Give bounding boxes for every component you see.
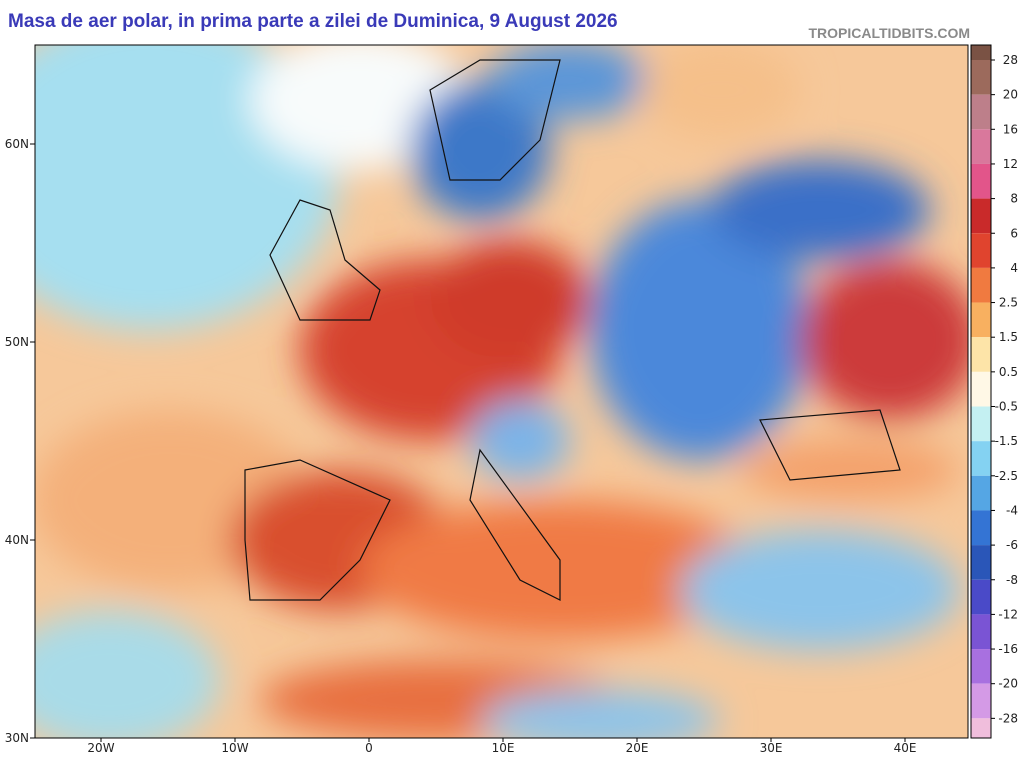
latitude-label: 50N <box>5 335 29 349</box>
colorbar-label: -0.5 <box>995 400 1018 414</box>
colorbar-label: -12 <box>998 607 1018 621</box>
colorbar-label: -4 <box>1006 503 1018 517</box>
colorbar-segment <box>971 579 991 615</box>
colorbar-segment <box>971 614 991 650</box>
colorbar-label: 12 <box>1003 157 1018 171</box>
longitude-label: 20E <box>626 741 649 755</box>
colorbar-label: -16 <box>998 642 1018 656</box>
colorbar-segment <box>971 45 991 60</box>
colorbar-segment <box>971 302 991 338</box>
colorbar-segment <box>971 545 991 580</box>
map <box>35 45 968 738</box>
colorbar-label: -28 <box>998 711 1018 725</box>
colorbar-label: 8 <box>1010 192 1018 206</box>
latitude-label: 40N <box>5 533 29 547</box>
colorbar: 28 20 16 12 8 6 4 2.5 1.5 0.5 -0.5 -1.5 -2.5 -4 -6 -8 -1… <box>970 44 1018 739</box>
colorbar-segment <box>971 198 991 234</box>
colorbar-label: -20 <box>998 677 1018 691</box>
temperature-field <box>35 45 968 738</box>
colorbar-segment <box>971 406 991 442</box>
colorbar-label: 28 <box>1003 53 1018 67</box>
colorbar-segment <box>971 649 991 684</box>
colorbar-label: 0.5 <box>999 365 1018 379</box>
colorbar-segment <box>971 60 991 95</box>
colorbar-segment <box>971 683 991 719</box>
latitude-label: 30N <box>5 731 29 745</box>
map-frame <box>34 44 969 739</box>
longitude-label: 30E <box>760 741 783 755</box>
colorbar-segment <box>971 510 991 546</box>
colorbar-frame <box>970 44 992 739</box>
colorbar-label: -8 <box>1006 573 1018 587</box>
colorbar-label: 20 <box>1003 88 1018 102</box>
longitude-label: 10W <box>221 741 248 755</box>
colorbar-segment <box>971 267 991 303</box>
longitude-label: 0 <box>365 741 373 755</box>
colorbar-segment <box>971 475 991 511</box>
colorbar-segment <box>971 371 991 407</box>
colorbar-segment <box>971 163 991 199</box>
colorbar-segment <box>971 233 991 268</box>
colorbar-label: 16 <box>1003 122 1018 136</box>
latitude-label: 60N <box>5 137 29 151</box>
watermark: TROPICALTIDBITS.COM <box>808 25 970 41</box>
colorbar-label: 4 <box>1010 261 1018 275</box>
longitude-label: 20W <box>87 741 114 755</box>
colorbar-segment <box>971 129 991 164</box>
colorbar-label: -1.5 <box>995 434 1018 448</box>
colorbar-label: -6 <box>1006 538 1018 552</box>
colorbar-label: 6 <box>1010 226 1018 240</box>
title: Masa de aer polar, in prima parte a zile… <box>8 11 618 32</box>
coastlines <box>244 59 901 601</box>
colorbar-label: 2.5 <box>999 296 1018 310</box>
colorbar-segment <box>971 337 991 372</box>
longitude-label: 10E <box>492 741 515 755</box>
colorbar-segment <box>971 441 991 476</box>
colorbar-segment <box>971 94 991 130</box>
longitude-label: 40E <box>894 741 917 755</box>
colorbar-label: 1.5 <box>999 330 1018 344</box>
colorbar-segment <box>971 718 991 738</box>
colorbar-label: -2.5 <box>995 469 1018 483</box>
